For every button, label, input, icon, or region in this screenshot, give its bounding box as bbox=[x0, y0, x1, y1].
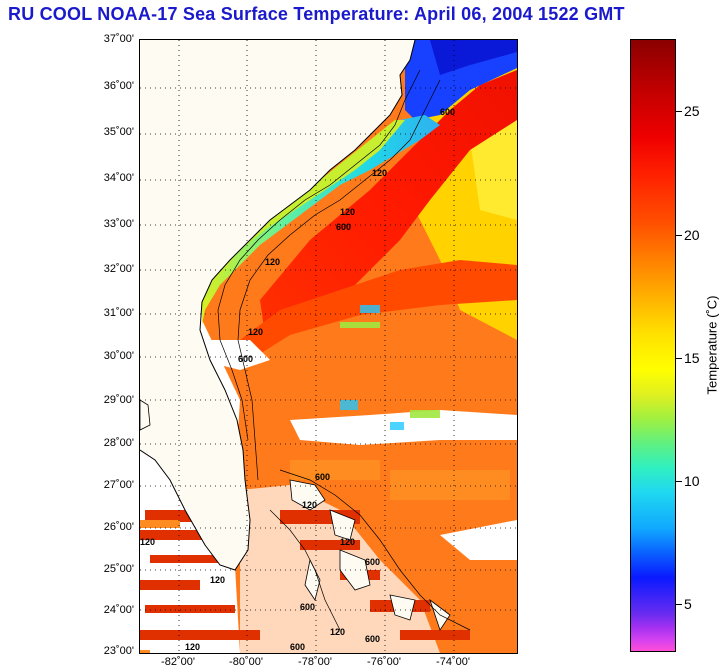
contour-label: 600 bbox=[300, 602, 315, 612]
colorbar-tick-label: 5 bbox=[684, 596, 692, 612]
colorbar-tick bbox=[676, 358, 682, 359]
colorbar-tick-label: 25 bbox=[684, 103, 700, 119]
latitude-label: 27˚00' bbox=[103, 479, 134, 491]
latitude-label: 37˚00' bbox=[103, 33, 134, 45]
latitude-label: 34˚00' bbox=[103, 172, 134, 184]
longitude-label: -80˚00' bbox=[229, 656, 263, 668]
longitude-label: -82˚00' bbox=[161, 656, 195, 668]
contour-label: 600 bbox=[315, 472, 330, 482]
contour-label: 600 bbox=[238, 354, 253, 364]
latitude-label: 26˚00' bbox=[103, 521, 134, 533]
colorbar-title: Temperature (˚C) bbox=[704, 295, 720, 395]
latitude-label: 33˚00' bbox=[103, 218, 134, 230]
map-title: RU COOL NOAA-17 Sea Surface Temperature:… bbox=[8, 4, 625, 24]
longitude-label: -76˚00' bbox=[367, 656, 401, 668]
sst-map[interactable]: 120 600 120 600 120 120 600 120 600 120 … bbox=[139, 39, 518, 654]
colorbar-tick bbox=[676, 111, 682, 112]
colorbar-tick bbox=[676, 235, 682, 236]
contour-label: 120 bbox=[302, 500, 317, 510]
latitude-label: 30˚00' bbox=[103, 350, 134, 362]
latitude-label: 35˚00' bbox=[103, 126, 134, 138]
longitude-label: -78˚00' bbox=[298, 656, 332, 668]
longitude-label: -74˚00' bbox=[436, 656, 470, 668]
latitude-label: 31˚00' bbox=[103, 307, 134, 319]
contour-label: 600 bbox=[336, 222, 351, 232]
latitude-label: 28˚00' bbox=[103, 437, 134, 449]
colorbar-tick-label: 10 bbox=[684, 473, 700, 489]
colorbar-tick bbox=[676, 481, 682, 482]
latitude-label: 32˚00' bbox=[103, 263, 134, 275]
colorbar-tick bbox=[676, 604, 682, 605]
latitude-label: 23˚00' bbox=[103, 645, 134, 657]
contour-label: 120 bbox=[248, 327, 263, 337]
contour-label: 120 bbox=[210, 575, 225, 585]
latitude-label: 25˚00' bbox=[103, 563, 134, 575]
contour-label: 120 bbox=[330, 627, 345, 637]
contour-label: 120 bbox=[140, 537, 155, 547]
contour-label: 600 bbox=[365, 634, 380, 644]
latitude-label: 36˚00' bbox=[103, 80, 134, 92]
latitude-label: 29˚00' bbox=[103, 394, 134, 406]
contour-label: 600 bbox=[440, 107, 455, 117]
colorbar-tick-label: 15 bbox=[684, 350, 700, 366]
contour-label: 120 bbox=[185, 642, 200, 652]
temperature-colorbar bbox=[630, 39, 676, 652]
sst-map-image: 120 600 120 600 120 120 600 120 600 120 … bbox=[140, 40, 517, 653]
colorbar-tick-label: 20 bbox=[684, 227, 700, 243]
contour-label: 120 bbox=[372, 168, 387, 178]
contour-label: 120 bbox=[265, 257, 280, 267]
latitude-label: 24˚00' bbox=[103, 604, 134, 616]
contour-label: 120 bbox=[340, 537, 355, 547]
contour-label: 120 bbox=[340, 207, 355, 217]
contour-label: 600 bbox=[365, 557, 380, 567]
contour-label: 600 bbox=[290, 642, 305, 652]
